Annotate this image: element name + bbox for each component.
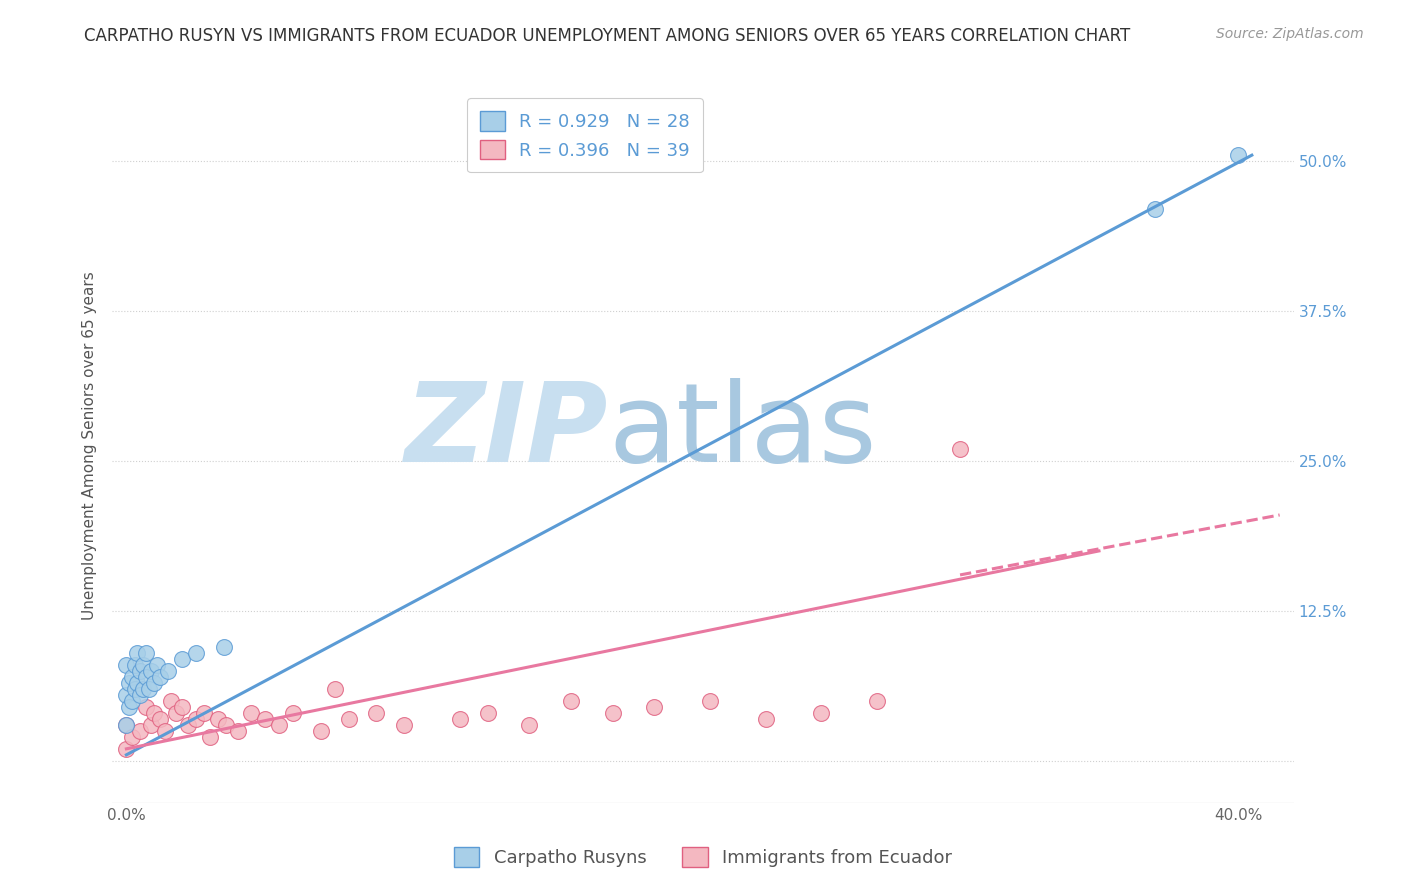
Point xyxy=(135,670,157,684)
Point xyxy=(323,681,346,696)
Point xyxy=(517,718,540,732)
Point xyxy=(477,706,499,720)
Point xyxy=(118,699,141,714)
Point xyxy=(146,657,169,672)
Point xyxy=(337,712,360,726)
Point xyxy=(949,442,972,456)
Y-axis label: Unemployment Among Seniors over 65 years: Unemployment Among Seniors over 65 years xyxy=(82,272,97,620)
Point xyxy=(121,694,143,708)
Point xyxy=(149,670,172,684)
Point xyxy=(155,723,177,738)
Point xyxy=(165,706,187,720)
Legend: Carpatho Rusyns, Immigrants from Ecuador: Carpatho Rusyns, Immigrants from Ecuador xyxy=(447,839,959,874)
Point xyxy=(138,681,160,696)
Point xyxy=(866,694,889,708)
Point xyxy=(184,712,207,726)
Point xyxy=(132,681,155,696)
Point xyxy=(281,706,304,720)
Point xyxy=(170,699,193,714)
Point xyxy=(121,670,143,684)
Point xyxy=(135,646,157,660)
Point xyxy=(115,657,138,672)
Point xyxy=(176,718,198,732)
Point xyxy=(1143,202,1166,216)
Point xyxy=(394,718,416,732)
Point xyxy=(207,712,229,726)
Point xyxy=(449,712,471,726)
Point xyxy=(643,699,665,714)
Point xyxy=(115,688,138,702)
Point xyxy=(184,646,207,660)
Point xyxy=(157,664,180,678)
Point xyxy=(602,706,624,720)
Point xyxy=(254,712,277,726)
Point xyxy=(1226,148,1249,162)
Text: ZIP: ZIP xyxy=(405,378,609,485)
Point xyxy=(118,676,141,690)
Point xyxy=(699,694,721,708)
Point xyxy=(124,681,146,696)
Point xyxy=(115,718,138,732)
Point xyxy=(366,706,388,720)
Point xyxy=(143,676,166,690)
Point xyxy=(129,723,152,738)
Point xyxy=(132,657,155,672)
Point xyxy=(170,652,193,666)
Point xyxy=(115,718,138,732)
Point xyxy=(212,640,235,654)
Point xyxy=(269,718,291,732)
Point xyxy=(129,664,152,678)
Point xyxy=(160,694,183,708)
Point xyxy=(124,657,146,672)
Point xyxy=(810,706,832,720)
Point xyxy=(215,718,238,732)
Point xyxy=(129,688,152,702)
Point xyxy=(127,676,149,690)
Point xyxy=(560,694,582,708)
Point xyxy=(198,730,221,744)
Point xyxy=(143,706,166,720)
Text: CARPATHO RUSYN VS IMMIGRANTS FROM ECUADOR UNEMPLOYMENT AMONG SENIORS OVER 65 YEA: CARPATHO RUSYN VS IMMIGRANTS FROM ECUADO… xyxy=(84,27,1130,45)
Legend: R = 0.929   N = 28, R = 0.396   N = 39: R = 0.929 N = 28, R = 0.396 N = 39 xyxy=(467,98,703,172)
Point xyxy=(121,730,143,744)
Text: atlas: atlas xyxy=(609,378,877,485)
Text: Source: ZipAtlas.com: Source: ZipAtlas.com xyxy=(1216,27,1364,41)
Point xyxy=(149,712,172,726)
Point xyxy=(115,741,138,756)
Point xyxy=(135,699,157,714)
Point xyxy=(141,664,163,678)
Point xyxy=(226,723,249,738)
Point xyxy=(127,646,149,660)
Point xyxy=(309,723,332,738)
Point xyxy=(754,712,776,726)
Point xyxy=(193,706,215,720)
Point xyxy=(240,706,263,720)
Point xyxy=(141,718,163,732)
